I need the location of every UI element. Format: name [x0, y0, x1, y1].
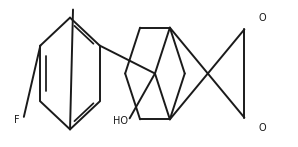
Text: O: O: [258, 13, 266, 23]
Text: O: O: [258, 123, 266, 133]
Text: HO: HO: [113, 116, 128, 126]
Text: F: F: [14, 115, 19, 125]
